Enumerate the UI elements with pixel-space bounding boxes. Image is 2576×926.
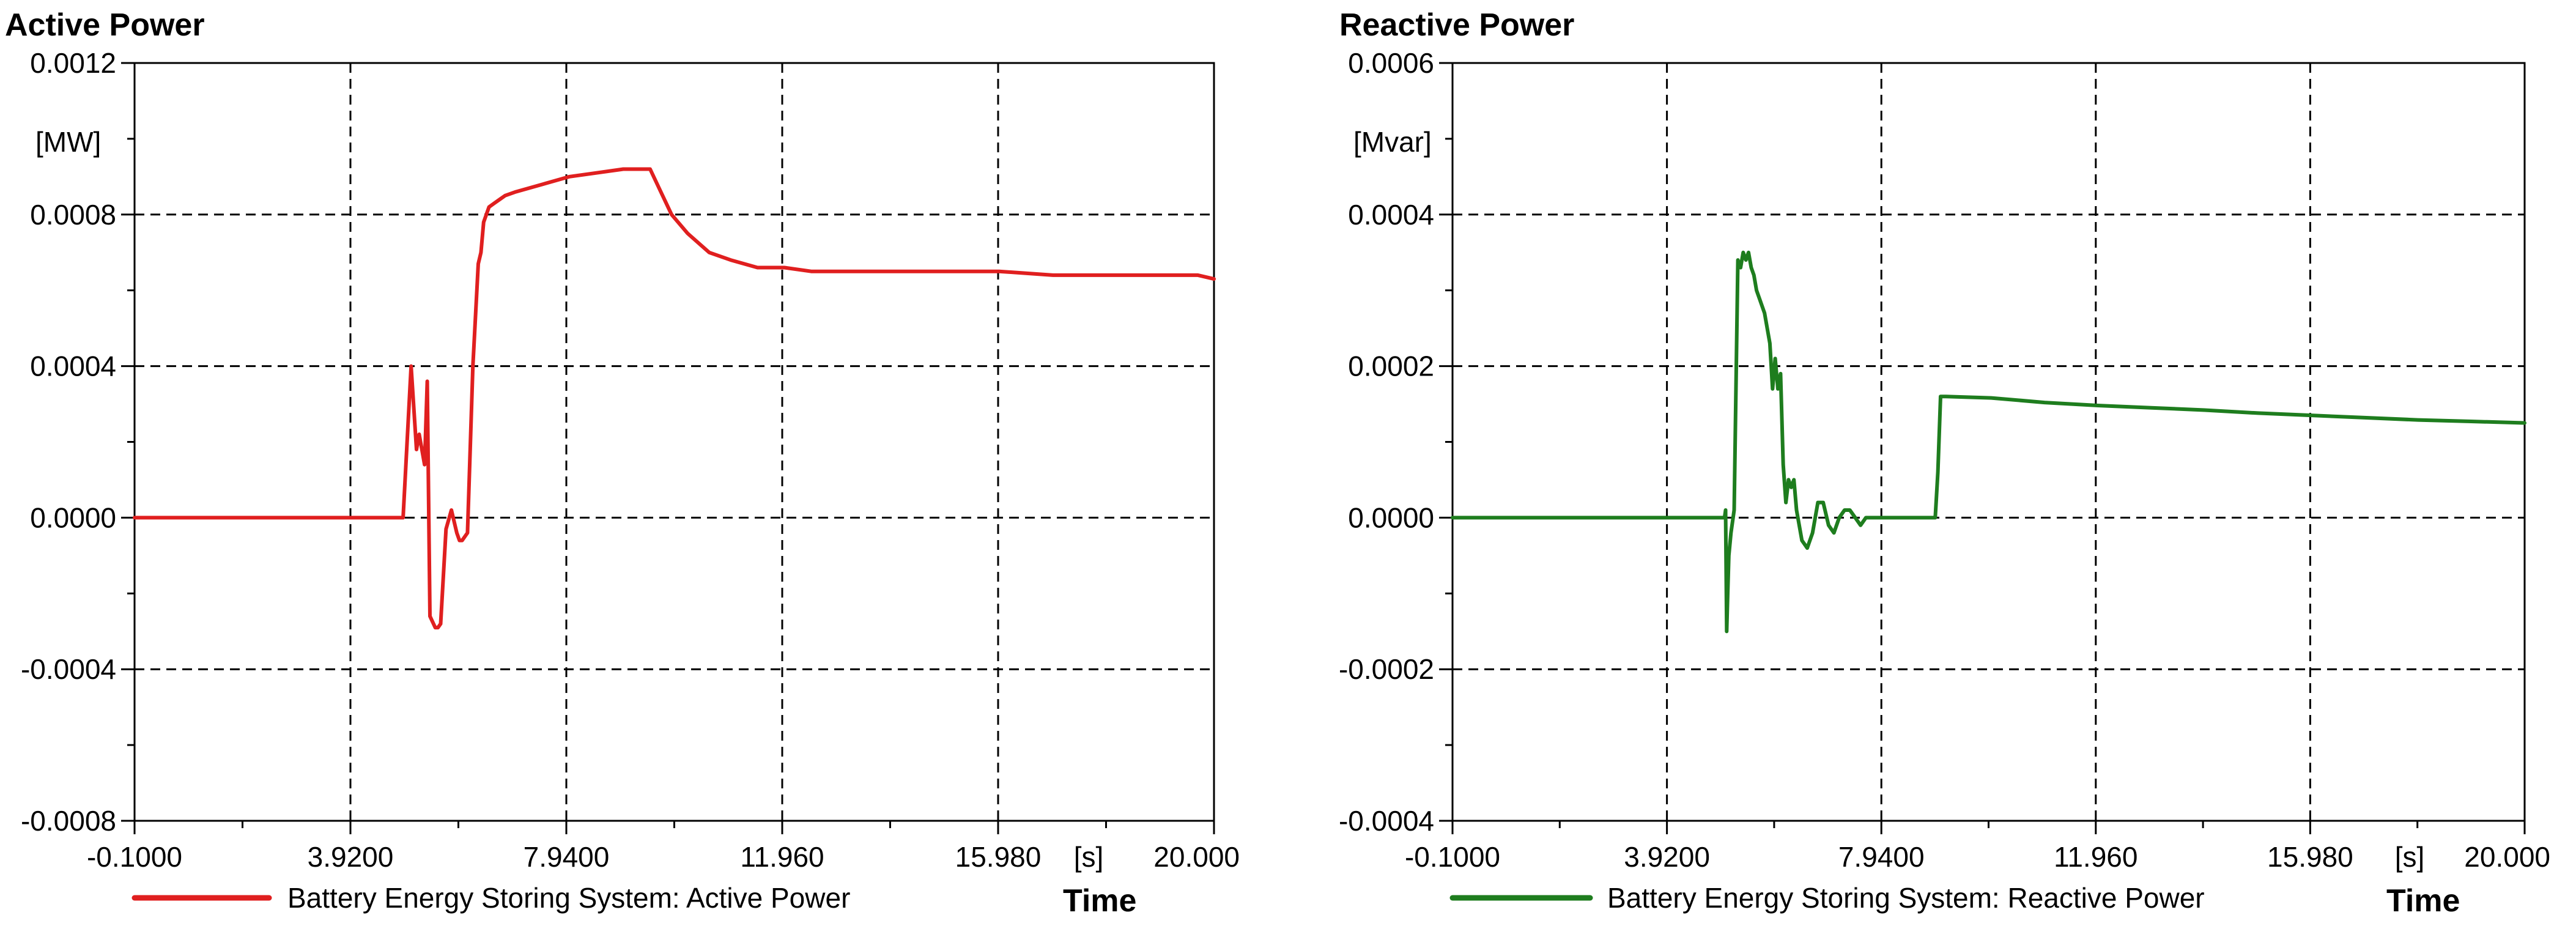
chart0-title: Active Power — [5, 7, 205, 43]
chart0-y-tick-label: 0.0012 — [30, 47, 116, 79]
chart1-y-tick-label: 0.0002 — [1348, 350, 1434, 382]
chart1-plot-frame — [1451, 62, 2526, 822]
chart0-x-tick-label: 20.000 — [1153, 841, 1240, 873]
chart0-legend-label: Battery Energy Storing System: Active Po… — [287, 882, 850, 914]
chart0-x-unit-label: [s] — [1074, 841, 1104, 873]
chart0-y-unit-label: [MW] — [35, 126, 101, 158]
chart0-x-tick-label: -0.1000 — [87, 841, 182, 873]
chart0-x-tick-label: 11.960 — [740, 841, 824, 873]
chart1-x-tick-label: 15.980 — [2267, 841, 2353, 873]
chart0-y-tick-label: -0.0004 — [21, 653, 116, 685]
chart0-y-tick-label: 0.0008 — [30, 199, 116, 231]
chart0-x-tick-label: 3.9200 — [308, 841, 394, 873]
chart1-y-tick-label: 0.0004 — [1348, 199, 1434, 231]
chart1-x-unit-label: [s] — [2395, 841, 2425, 873]
chart0-y-tick-label: 0.0000 — [30, 502, 116, 533]
chart0-series-line — [133, 167, 1216, 630]
chart1-x-axis-label: Time — [2386, 883, 2460, 919]
chart1-x-tick-label: -0.1000 — [1405, 841, 1500, 873]
chart0-x-axis-label: Time — [1063, 883, 1136, 919]
chart0-x-tick-label: 7.9400 — [524, 841, 610, 873]
chart0-x-tick-label: 15.980 — [955, 841, 1042, 873]
chart1-y-unit-label: [Mvar] — [1353, 126, 1432, 158]
chart1-legend-label: Battery Energy Storing System: Reactive … — [1607, 882, 2205, 914]
chart1-y-tick-label: 0.0000 — [1348, 502, 1434, 533]
chart1-y-tick-label: -0.0004 — [1339, 805, 1434, 837]
chart1-x-tick-label: 20.000 — [2464, 841, 2550, 873]
chart1-x-tick-label: 3.9200 — [1624, 841, 1710, 873]
chart0-y-tick-label: -0.0008 — [21, 805, 116, 837]
chart1-title: Reactive Power — [1339, 7, 1574, 43]
chart1-x-tick-label: 11.960 — [2054, 841, 2137, 873]
chart1-x-tick-label: 7.9400 — [1838, 841, 1925, 873]
chart1-y-tick-label: 0.0006 — [1348, 47, 1434, 79]
chart1-y-tick-label: -0.0002 — [1339, 653, 1434, 685]
chart1-series-line — [1451, 250, 2526, 634]
chart0-y-tick-label: 0.0004 — [30, 350, 116, 382]
chart0-plot-frame — [133, 62, 1215, 822]
